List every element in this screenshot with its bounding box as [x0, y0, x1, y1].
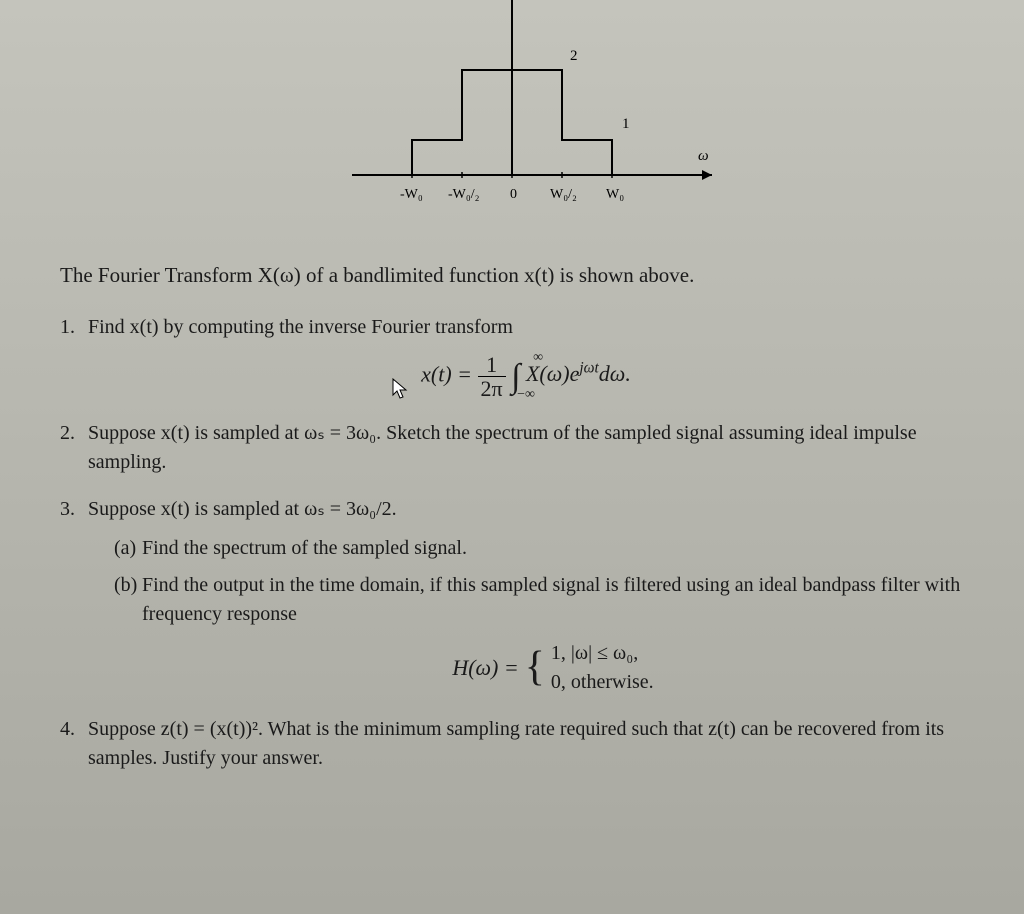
q1-equation: x(t) = 12π ∫ ∞ −∞ X(ω)ejωtdω. [88, 352, 964, 401]
q4-text: Suppose z(t) = (x(t))². What is the mini… [88, 718, 944, 769]
question-list: 1. Find x(t) by computing the inverse Fo… [60, 313, 964, 773]
q3a-text: Find the spectrum of the sampled signal. [142, 537, 467, 559]
q1: 1. Find x(t) by computing the inverse Fo… [60, 313, 964, 401]
q3b: (b) Find the output in the time domain, … [114, 571, 964, 697]
svg-text:1: 1 [622, 116, 630, 132]
q3b-label: (b) [114, 571, 137, 600]
spectrum-diagram: 2 1 ω -W₀ -W₀/₂ 0 W₀/₂ W₀ [292, 0, 732, 230]
q1-text: Find x(t) by computing the inverse Fouri… [88, 316, 513, 338]
q2-num: 2. [60, 419, 75, 448]
svg-text:0: 0 [510, 187, 517, 202]
page: 2 1 ω -W₀ -W₀/₂ 0 W₀/₂ W₀ The Fourier Transform… [0, 0, 1024, 914]
svg-text:2: 2 [570, 48, 578, 64]
q2-text: Suppose x(t) is sampled at ωₛ = 3ω₀. Ske… [88, 422, 917, 473]
q3-lead: Suppose x(t) is sampled at ωₛ = 3ω₀/2. [88, 498, 397, 520]
svg-text:-W₀/₂: -W₀/₂ [448, 187, 480, 202]
q3a-label: (a) [114, 534, 136, 563]
q3b-equation: H(ω) = { 1, |ω| ≤ ω₀, 0, otherwise. [142, 639, 964, 697]
svg-text:-W₀: -W₀ [400, 187, 423, 202]
q3: 3. Suppose x(t) is sampled at ωₛ = 3ω₀/2… [60, 495, 964, 697]
q3b-text: Find the output in the time domain, if t… [142, 574, 960, 625]
q4-num: 4. [60, 715, 75, 744]
q3-sublist: (a) Find the spectrum of the sampled sig… [114, 534, 964, 697]
svg-text:W₀: W₀ [606, 187, 624, 202]
svg-text:ω: ω [698, 148, 709, 164]
q3a: (a) Find the spectrum of the sampled sig… [114, 534, 964, 563]
q4: 4. Suppose z(t) = (x(t))². What is the m… [60, 715, 964, 773]
svg-text:W₀/₂: W₀/₂ [550, 187, 577, 202]
q1-num: 1. [60, 313, 75, 342]
q2: 2. Suppose x(t) is sampled at ωₛ = 3ω₀. … [60, 419, 964, 477]
q3-num: 3. [60, 495, 75, 524]
intro-text: The Fourier Transform X(ω) of a bandlimi… [60, 260, 964, 292]
